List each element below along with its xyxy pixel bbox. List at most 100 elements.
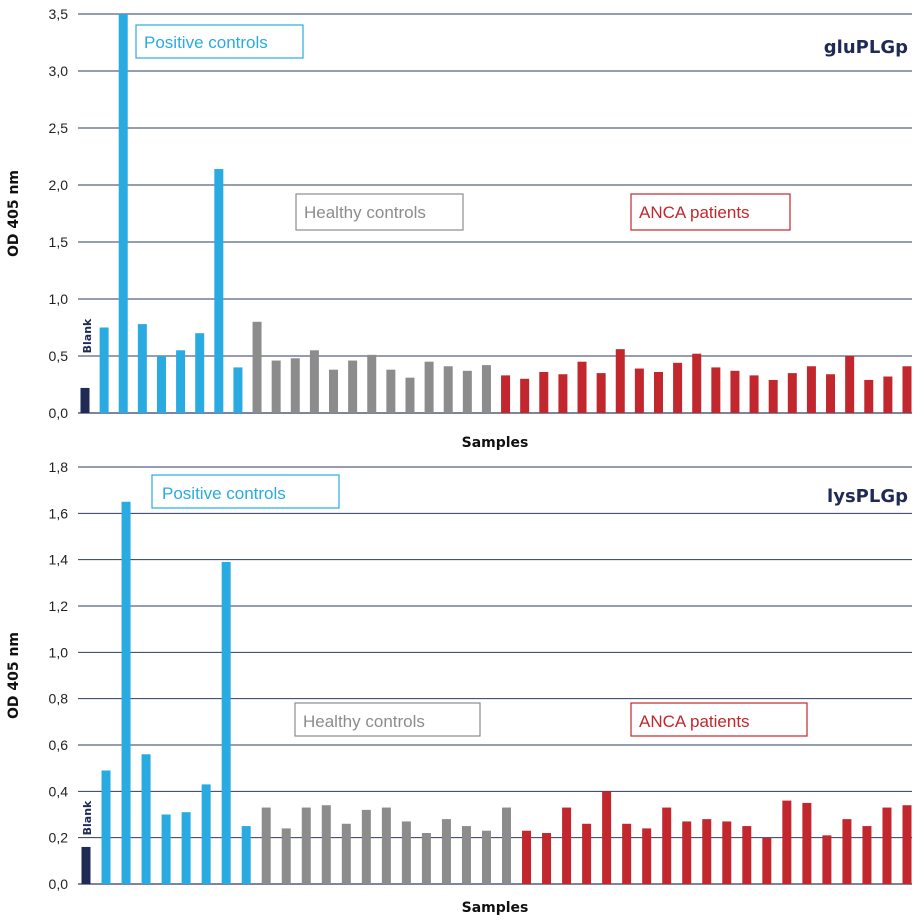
bar-positive — [137, 324, 147, 413]
annotation-box — [630, 702, 808, 737]
bar-positive — [101, 770, 111, 884]
bar-healthy — [252, 321, 262, 413]
y-tick-label: 0,0 — [49, 876, 69, 892]
chart-lysplgp: 0,0 0,2 0,4 0,6 0,8 1,0 1,2 1,4 1,6 1,8 Blank Posit… — [6, 460, 912, 916]
y-tick-label: 1,5 — [49, 234, 69, 250]
bar-positive — [221, 561, 231, 884]
annotation-healthy: Healthy controls — [295, 193, 464, 231]
bar-anca — [864, 379, 874, 413]
bar-positive — [181, 812, 191, 884]
bar-healthy — [481, 830, 491, 884]
y-tick-labels: 0,0 0,5 1,0 1,5 2,0 2,5 3,0 3,5 — [49, 6, 69, 421]
bar-healthy — [405, 377, 415, 413]
bar-anca — [711, 367, 721, 413]
y-tick-label: 0,5 — [49, 348, 69, 364]
bar-healthy — [421, 833, 431, 884]
bar-anca — [842, 819, 852, 884]
bar-anca — [749, 375, 759, 413]
bar-anca — [845, 356, 855, 413]
bar-anca — [782, 800, 792, 884]
bar-healthy — [367, 354, 377, 413]
bar-positive — [176, 350, 186, 413]
bar-positive — [233, 367, 243, 413]
bar-healthy — [321, 805, 331, 884]
bar-anca — [862, 826, 872, 884]
annotation-positive: Positive controls — [151, 474, 340, 509]
bar-positive — [118, 14, 128, 413]
bar-healthy — [462, 370, 472, 413]
bar-anca — [673, 362, 683, 413]
bar-anca — [662, 807, 672, 884]
annotation-box — [630, 193, 791, 231]
bar-healthy — [290, 358, 300, 413]
bar-anca — [682, 821, 692, 884]
bar-healthy — [348, 360, 358, 413]
bar-healthy — [341, 823, 351, 884]
bar-anca — [501, 375, 511, 413]
bar-anca — [634, 368, 644, 413]
annotation-anca: ANCA patients — [630, 702, 808, 737]
bar-anca — [730, 370, 740, 413]
bar-healthy — [502, 807, 512, 884]
x-axis-label: Samples — [462, 900, 529, 916]
bar-healthy — [361, 809, 371, 884]
chart-title: lysPLGp — [827, 486, 908, 507]
gridlines — [78, 466, 912, 885]
bar-anca — [615, 349, 625, 413]
annotation-box — [295, 193, 464, 231]
bar-positive — [141, 754, 151, 884]
y-tick-label: 1,0 — [49, 644, 69, 660]
bar-positive — [156, 356, 166, 413]
annotation-positive: Positive controls — [135, 24, 304, 59]
bar-anca — [822, 835, 832, 884]
bar-blank — [81, 846, 91, 884]
blank-label: Blank — [81, 800, 94, 835]
bar-anca — [602, 791, 612, 884]
bar-anca — [596, 373, 606, 413]
y-axis-label: OD 405 nm — [6, 632, 22, 719]
bar-healthy — [309, 350, 319, 413]
y-tick-label: 0,4 — [49, 783, 69, 799]
annotation-text: Healthy controls — [304, 203, 426, 222]
bar-anca — [826, 374, 836, 413]
y-tick-label: 2,5 — [49, 120, 69, 136]
y-tick-label: 0,0 — [49, 405, 69, 421]
y-tick-label: 1,2 — [49, 598, 69, 614]
bar-anca — [522, 830, 532, 884]
bar-anca — [702, 819, 712, 884]
annotation-anca: ANCA patients — [630, 193, 791, 231]
y-tick-label: 0,2 — [49, 830, 69, 846]
bar-positive — [161, 814, 171, 884]
y-tick-label: 2,0 — [49, 177, 69, 193]
bar-healthy — [441, 819, 451, 884]
bar-anca — [539, 371, 549, 413]
bar-anca — [577, 361, 587, 413]
bar-healthy — [386, 369, 396, 413]
annotation-text: Positive controls — [162, 484, 286, 503]
bar-anca — [902, 366, 912, 413]
bar-anca — [883, 376, 893, 413]
y-axis-label: OD 405 nm — [6, 170, 22, 257]
annotation-box — [151, 474, 340, 509]
y-tick-label: 1,6 — [49, 505, 69, 521]
y-tick-label: 3,0 — [49, 63, 69, 79]
bar-healthy — [443, 366, 453, 413]
bar-anca — [642, 828, 652, 884]
bar-positive — [121, 501, 131, 884]
bar-anca — [742, 826, 752, 884]
bar-anca — [653, 371, 663, 413]
bar-healthy — [301, 807, 311, 884]
bar-anca — [558, 374, 568, 413]
annotation-text: ANCA patients — [639, 203, 750, 222]
bar-anca — [622, 823, 632, 884]
blank-label: Blank — [81, 318, 94, 353]
bar-positive — [201, 784, 211, 884]
y-tick-label: 0,6 — [49, 737, 69, 753]
y-tick-label: 1,4 — [49, 552, 69, 568]
bar-healthy — [481, 365, 491, 413]
bar-anca — [806, 366, 816, 413]
y-tick-label: 1,0 — [49, 291, 69, 307]
bar-anca — [768, 379, 778, 413]
bar-anca — [902, 805, 912, 884]
bar-healthy — [329, 369, 339, 413]
